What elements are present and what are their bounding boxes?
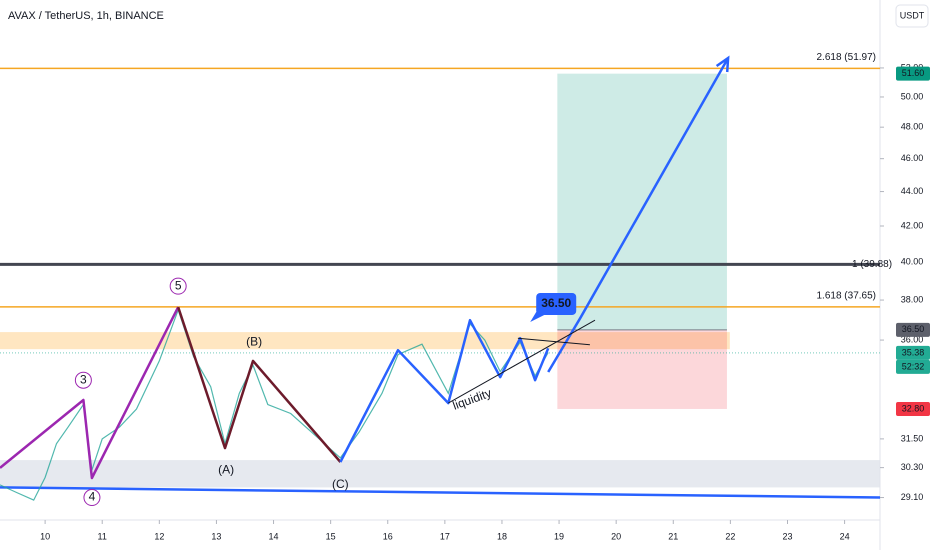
x-tick-label: 11 <box>98 531 107 541</box>
callout-pointer <box>530 311 545 322</box>
plot: 2.618 (51.97) 1 (39.88) 1.618 (37.65) 3 4 5 (A… <box>0 52 892 507</box>
y-tick-label: 36.00 <box>901 334 924 344</box>
annotation: (B) <box>246 334 262 348</box>
fib-level-label: 1 (39.88) <box>852 259 892 270</box>
x-tick-label: 14 <box>269 531 279 541</box>
price-tag-label: 51.60 <box>902 68 925 78</box>
wave-circle <box>169 277 187 295</box>
x-tick-label: 23 <box>782 531 792 541</box>
y-tick-label: 40.00 <box>901 256 924 266</box>
x-tick-label: 12 <box>154 531 164 541</box>
wave-line <box>339 318 550 463</box>
wave-circle <box>83 489 101 507</box>
price-tag-label: 32.80 <box>902 403 925 413</box>
arrow-head <box>715 55 730 73</box>
profit-zone <box>557 73 727 330</box>
wave-circle <box>74 371 92 389</box>
currency-label[interactable]: USDT <box>900 10 925 20</box>
x-tick-label: 10 <box>40 531 50 541</box>
callout-box <box>536 292 577 315</box>
x-tick-label: 22 <box>725 531 735 541</box>
price-tag <box>896 322 930 337</box>
x-tick-label: 19 <box>554 531 564 541</box>
trendline <box>0 486 881 499</box>
countdown-tag <box>896 359 930 374</box>
loss-zone <box>557 329 727 409</box>
y-tick-label: 29.10 <box>901 492 924 502</box>
price-tag <box>896 345 930 360</box>
symbol-title: AVAX / TetherUS, 1h, BINANCE <box>8 10 164 22</box>
annotation: (A) <box>218 462 234 476</box>
x-tick-label: 21 <box>668 531 678 541</box>
wave-line <box>177 306 342 463</box>
wave-line <box>448 319 596 404</box>
annotation: 3 <box>80 372 87 386</box>
wave-line <box>0 306 180 480</box>
y-tick-label: 31.50 <box>901 433 924 443</box>
y-tick-label: 46.00 <box>901 153 924 163</box>
x-tick-label: 13 <box>211 531 221 541</box>
fib-level-label: 2.618 (51.97) <box>817 52 877 63</box>
price-tag <box>896 401 930 416</box>
y-tick-label: 30.30 <box>901 462 924 472</box>
price-tag-label: 36.50 <box>902 324 925 334</box>
x-tick-label: 20 <box>611 531 621 541</box>
fib-level-label: 1.618 (37.65) <box>817 291 877 302</box>
x-tick-label: 24 <box>840 531 850 541</box>
annotation: 4 <box>89 490 96 504</box>
y-tick-label: 44.00 <box>901 186 924 196</box>
wave-line <box>517 337 590 346</box>
y-tick-label: 38.00 <box>901 294 924 304</box>
y-tick-label: 50.00 <box>901 91 924 101</box>
countdown: 52:32 <box>902 361 925 371</box>
annotation: 36.50 <box>541 296 571 310</box>
x-tick-label: 16 <box>383 531 393 541</box>
currency-button[interactable] <box>895 4 929 28</box>
x-tick-label: 17 <box>440 531 450 541</box>
x-tick-label: 18 <box>497 531 507 541</box>
y-tick-label: 48.00 <box>901 122 924 132</box>
annotation: 5 <box>175 278 182 292</box>
annotation: (C) <box>332 477 349 491</box>
x-tick-label: 15 <box>326 531 336 541</box>
zone <box>0 460 880 488</box>
wave-line <box>547 57 730 373</box>
zone <box>0 332 730 350</box>
y-tick-label: 42.00 <box>901 220 924 230</box>
price-tag-label: 35.38 <box>902 347 925 357</box>
price-tag <box>896 66 930 81</box>
